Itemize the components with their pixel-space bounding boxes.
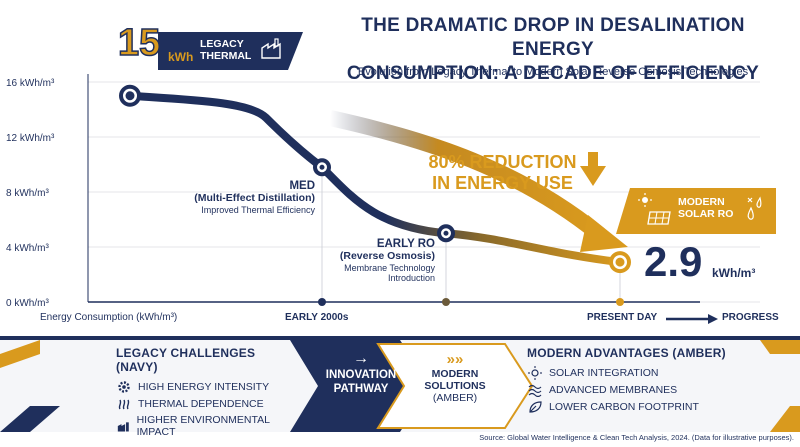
med-note: Improved Thermal Efficiency: [201, 205, 315, 215]
progress-arrow-icon: [666, 314, 718, 324]
gear-icon: [118, 381, 130, 393]
sun-icon: [528, 366, 542, 380]
x-tick-present-day: PRESENT DAY: [587, 312, 658, 323]
advantage-item: LOWER CARBON FOOTPRINT: [527, 400, 727, 414]
sun-small-icon: [638, 193, 652, 207]
source-note: Source: Global Water Intelligence & Clea…: [479, 433, 794, 442]
footer-shapes: [0, 340, 800, 432]
reduction-arrow: [328, 110, 606, 242]
reduction-arrowhead: [580, 215, 628, 252]
down-arrow-icon: [580, 152, 606, 186]
x-axis-marker: [616, 298, 624, 306]
energy-chart: 16 kWh/m³ 12 kWh/m³ 8 kWh/m³ 4 kWh/m³ 0 kWh/…: [6, 74, 760, 309]
water-drops-icon: [747, 196, 762, 220]
page-title: THE DRAMATIC DROP IN DESALINATION ENERGY…: [318, 14, 788, 86]
data-point-core: [443, 230, 449, 236]
solar-panel-icon: [647, 211, 671, 225]
med-label: MED (Multi-Effect Distillation) Improved…: [150, 180, 315, 215]
innovation-pathway: → INNOVATION PATHWAY: [316, 350, 406, 396]
early-ro-note-1: Membrane Technology: [344, 263, 435, 273]
legacy-label-2: THERMAL: [200, 50, 252, 62]
y-tick-label: 8 kWh/m³: [6, 188, 49, 199]
advantage-label: LOWER CARBON FOOTPRINT: [549, 401, 699, 413]
title-line-2: CONSUMPTION: A DECADE OF EFFICIENCY: [346, 63, 760, 84]
data-point-core: [125, 91, 135, 101]
y-tick-label: 12 kWh/m³: [6, 133, 55, 144]
page-subtitle: Evolution from Legacy Thermal to Modern …: [357, 66, 749, 78]
reduction-line-2: IN ENERGY USE: [432, 173, 573, 193]
early-ro-title: EARLY RO: [376, 238, 435, 250]
challenge-item: THERMAL DEPENDENCE: [116, 397, 296, 411]
x-tick-early-2000s: EARLY 2000s: [285, 312, 349, 323]
x-axis-marker: [442, 298, 450, 306]
leaf-icon: [529, 401, 542, 413]
early-ro-subtitle: (Reverse Osmosis): [339, 250, 435, 262]
med-title: MED: [289, 180, 315, 192]
pathway-line-1: INNOVATION: [325, 369, 397, 381]
legacy-unit: kWh: [168, 50, 194, 64]
factory-icon: [261, 38, 281, 59]
early-ro-note-2: Introduction: [387, 273, 435, 283]
title-line-1: THE DRAMATIC DROP IN DESALINATION ENERGY: [361, 15, 745, 60]
challenge-label: HIGH ENERGY INTENSITY: [138, 381, 270, 393]
early-ro-label: EARLY RO (Reverse Osmosis) Membrane Tech…: [300, 238, 435, 283]
data-point-core: [615, 257, 625, 267]
legacy-label: LEGACY THERMAL: [200, 38, 251, 62]
legacy-challenges-panel: LEGACY CHALLENGES (NAVY) HIGH ENERGY INT…: [116, 346, 296, 441]
modern-value: 2.9: [644, 238, 703, 285]
legacy-value: 15: [117, 21, 161, 65]
chevrons-icon: »»: [446, 351, 464, 368]
modern-solutions-2: SOLUTIONS: [424, 380, 486, 392]
heat-waves-icon: [118, 399, 130, 410]
footer-top-rule: [0, 336, 800, 340]
modern-label: MODERN SOLAR RO: [678, 196, 733, 220]
advantage-label: ADVANCED MEMBRANES: [549, 384, 678, 396]
pathway-arrow-icon: →: [353, 350, 369, 367]
x-progress-label: PROGRESS: [722, 312, 779, 323]
pathway-line-2: PATHWAY: [333, 383, 389, 395]
modern-advantages-panel: MODERN ADVANTAGES (AMBER) SOLAR INTEGRAT…: [527, 346, 727, 417]
challenge-item: HIGHER ENVIRONMENTAL IMPACT: [116, 414, 296, 438]
y-tick-label: 4 kWh/m³: [6, 243, 49, 254]
advantage-item: ADVANCED MEMBRANES: [527, 383, 727, 397]
legacy-callout: 15 kWh LEGACY THERMAL: [117, 21, 303, 70]
data-point-core: [319, 164, 325, 170]
modern-solutions: »» MODERN SOLUTIONS (AMBER): [410, 351, 500, 404]
challenges-title: LEGACY CHALLENGES (NAVY): [116, 346, 256, 374]
reduction-line-1: 80% REDUCTION: [428, 152, 577, 172]
modern-solutions-1: MODERN: [431, 368, 479, 380]
y-axis-title: Energy Consumption (kWh/m³): [40, 312, 178, 323]
advantages-title: MODERN ADVANTAGES (AMBER): [527, 346, 726, 360]
y-tick-label: 16 kWh/m³: [6, 78, 55, 89]
series-line: [126, 91, 624, 267]
reduction-text: 80% REDUCTION IN ENERGY USE: [420, 152, 585, 194]
modern-solutions-3: (AMBER): [432, 392, 478, 404]
challenge-label: HIGHER ENVIRONMENTAL IMPACT: [136, 414, 270, 438]
modern-callout: MODERN SOLAR RO: [616, 188, 776, 234]
advantage-item: SOLAR INTEGRATION: [527, 366, 727, 380]
challenge-label: THERMAL DEPENDENCE: [138, 398, 264, 410]
factory-emission-icon: [117, 422, 129, 432]
modern-label-1: MODERN: [678, 196, 725, 208]
x-axis-marker: [318, 298, 326, 306]
advantage-label: SOLAR INTEGRATION: [549, 367, 659, 379]
med-subtitle: (Multi-Effect Distillation): [194, 192, 315, 204]
y-tick-label: 0 kWh/m³: [6, 298, 49, 309]
legacy-label-1: LEGACY: [200, 38, 244, 50]
modern-unit: kWh/m³: [712, 266, 756, 280]
membrane-icon: [528, 384, 542, 397]
modern-label-2: SOLAR RO: [678, 208, 734, 220]
challenge-item: HIGH ENERGY INTENSITY: [116, 380, 296, 394]
